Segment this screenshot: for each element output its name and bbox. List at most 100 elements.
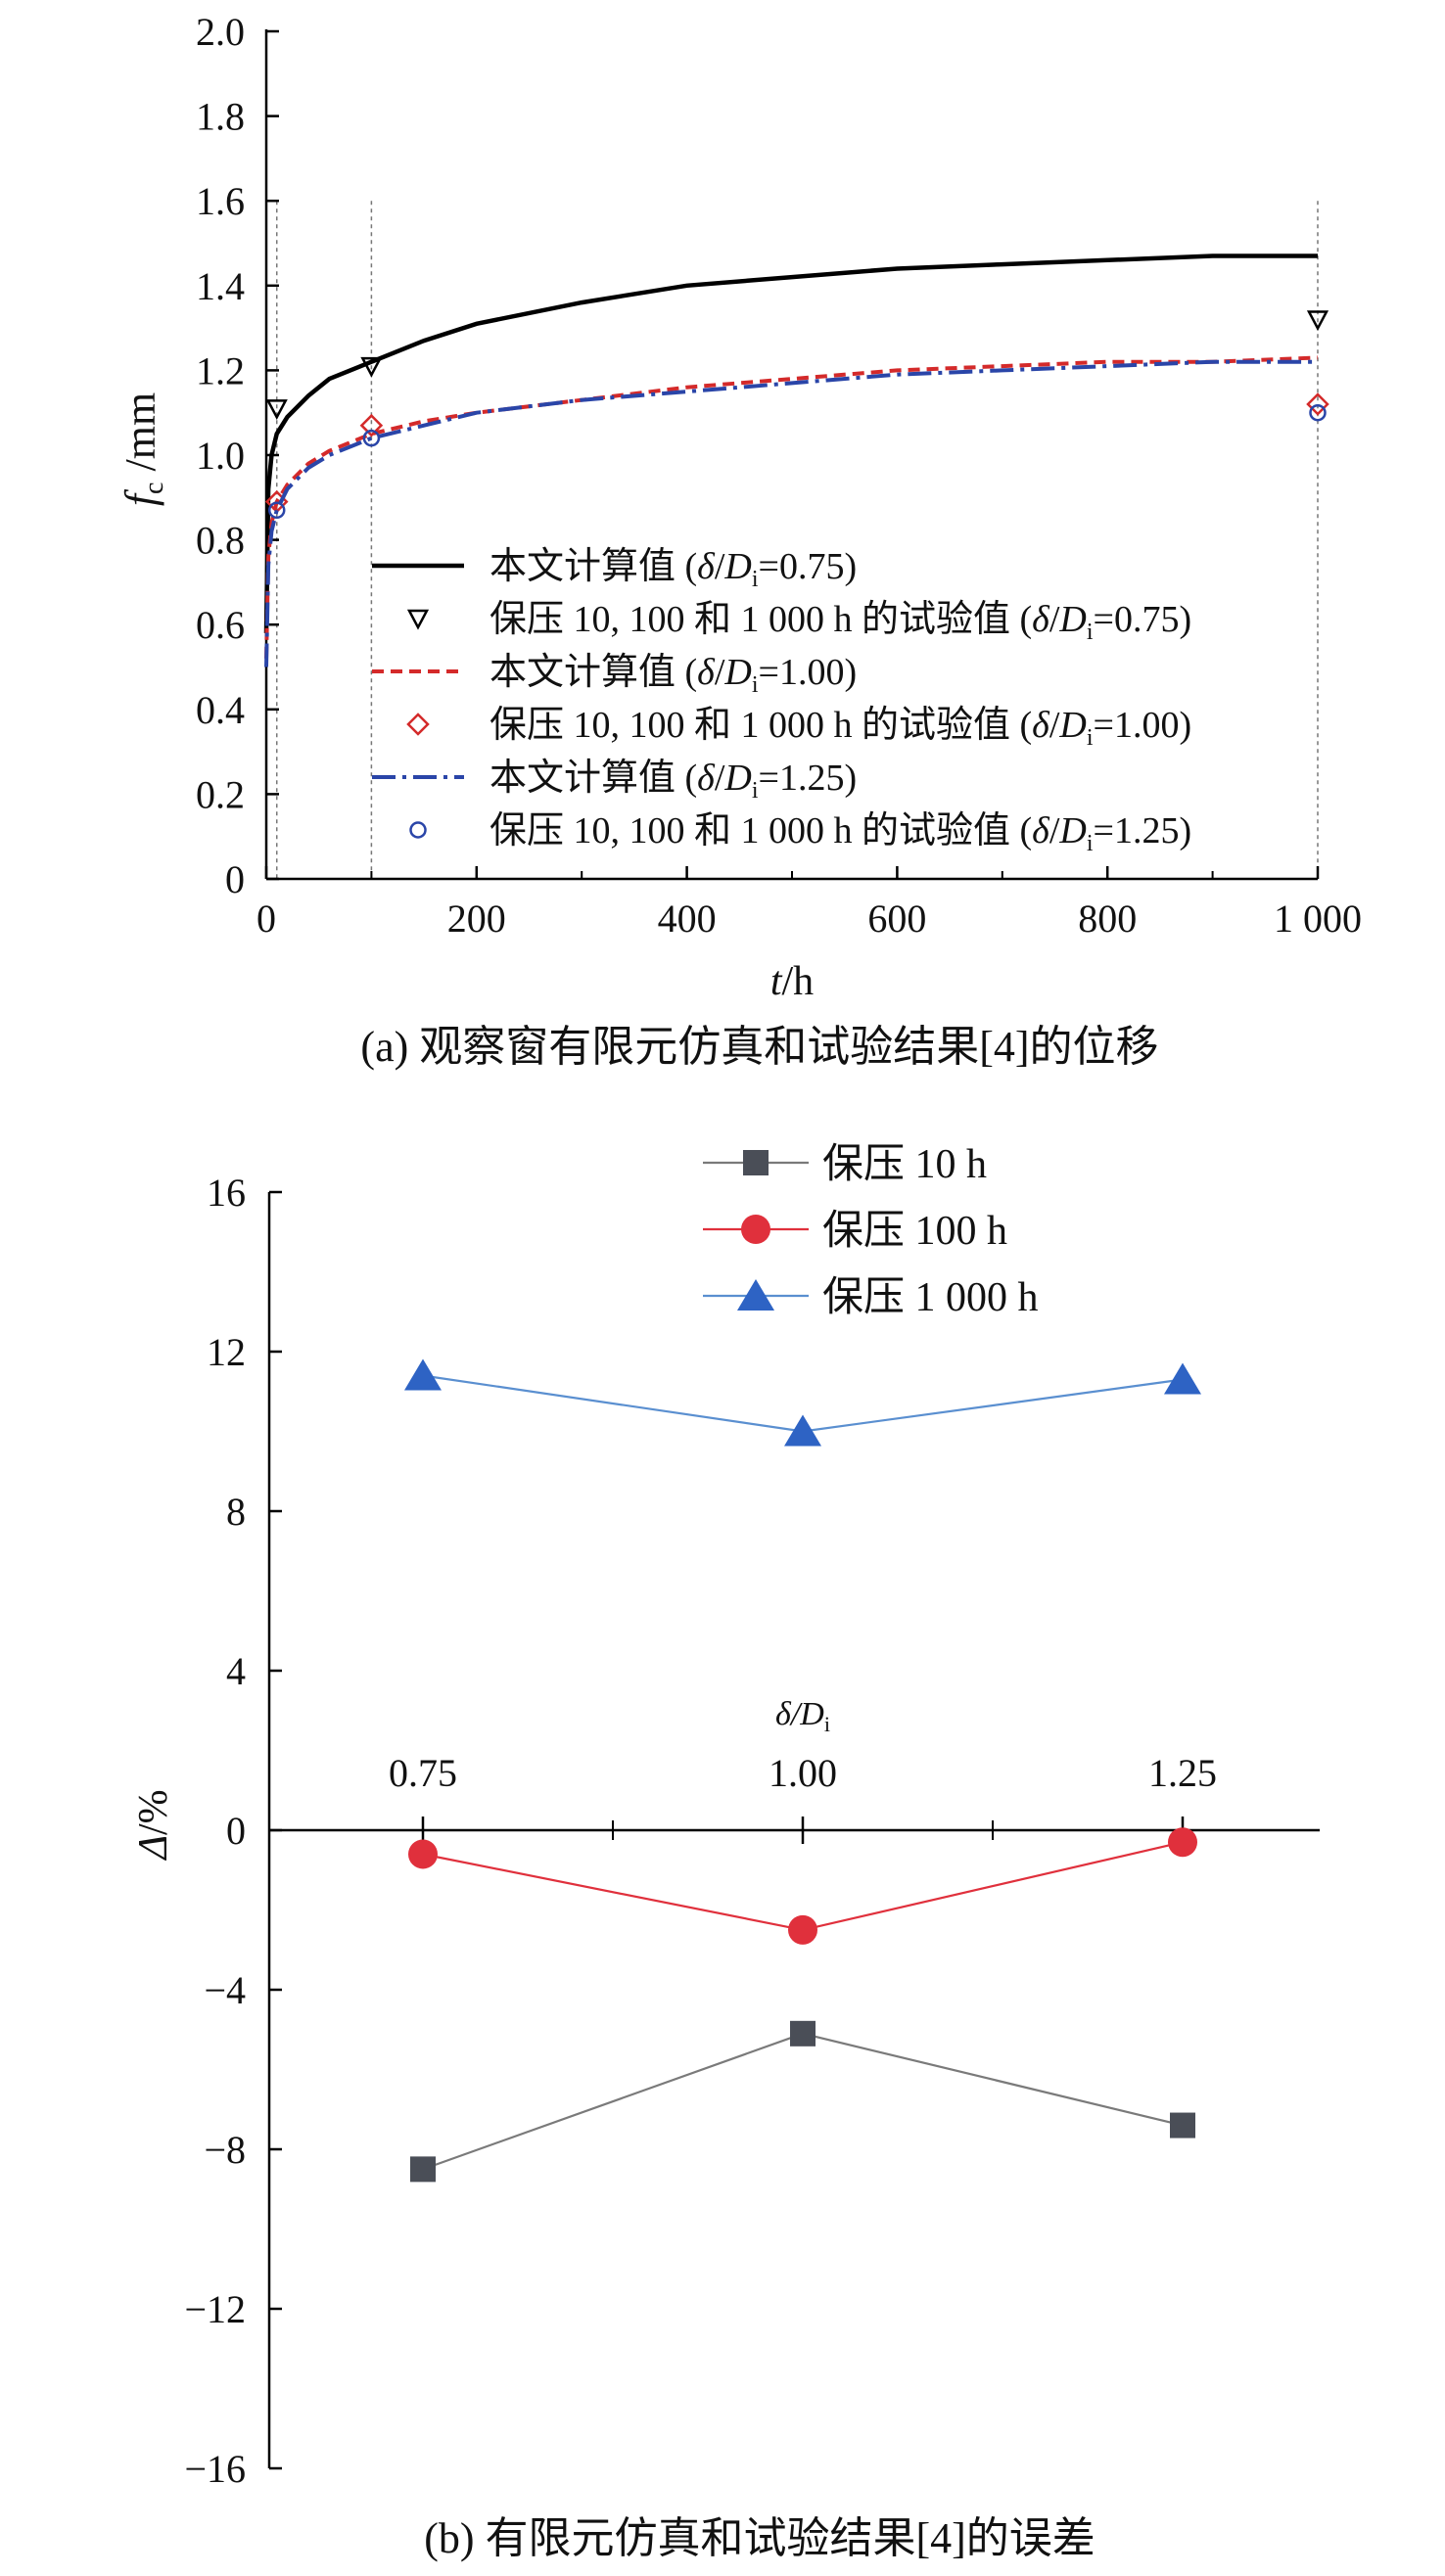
data-marker — [1306, 392, 1329, 416]
series-line — [264, 355, 1319, 659]
x-axis-label-symbol: t — [770, 959, 783, 1004]
data-marker — [408, 1839, 438, 1869]
y-tick-label: 0 — [225, 857, 245, 901]
data-marker — [404, 1358, 442, 1391]
y-tick-label: 1.4 — [196, 264, 245, 308]
y-tick-label: 1.8 — [196, 95, 245, 139]
legend-label-text: 保压 10, 100 和 1 000 h 的试验值 ( — [489, 705, 1032, 746]
legend-marker — [737, 1279, 774, 1311]
x-axis-label-unit: /h — [782, 959, 815, 1004]
legend-label-subscript: i — [752, 778, 759, 804]
data-marker — [1309, 403, 1327, 422]
y-tick-label: 0.6 — [196, 603, 245, 647]
x-axis-label-d: D — [799, 1696, 824, 1732]
data-marker — [784, 1414, 821, 1447]
x-axis-label-subscript: i — [824, 1712, 830, 1736]
y-tick-label: 0 — [226, 1809, 246, 1853]
legend-label: 保压 1 000 h — [822, 1275, 1039, 1320]
legend-label: 保压 10, 100 和 1 000 h 的试验值 (δ/Di=1.00) — [489, 705, 1191, 751]
legend-label-text: 本文计算值 ( — [489, 546, 697, 587]
legend-label-subscript: i — [752, 672, 759, 698]
legend-label-delta: δ — [697, 652, 716, 693]
y-axis-label-unit: /% — [131, 1789, 176, 1835]
x-tick-label: 1 000 — [1274, 897, 1362, 941]
y-tick-label: 1.0 — [196, 434, 245, 478]
legend-label: 保压 10 h — [822, 1142, 987, 1187]
legend-label-subscript: i — [1087, 725, 1094, 751]
legend-label-d: D — [723, 758, 751, 799]
legend-marker — [743, 1150, 769, 1175]
legend-label-slash: / — [715, 652, 725, 693]
legend-label-value: =0.75) — [1094, 599, 1192, 640]
legend-label-d: D — [1058, 599, 1086, 640]
y-tick-label: 0.8 — [196, 519, 245, 563]
y-tick-label: 16 — [207, 1171, 246, 1215]
legend-label-text: 本文计算值 ( — [489, 652, 697, 693]
legend-label-delta: δ — [1032, 705, 1050, 746]
data-marker — [360, 356, 383, 378]
x-tick-label: 400 — [658, 897, 717, 941]
series-line — [264, 359, 1318, 667]
y-tick-label: 0.4 — [196, 688, 245, 732]
y-tick-label: 4 — [226, 1649, 246, 1693]
legend-label: 本文计算值 (δ/Di=0.75) — [489, 546, 857, 592]
caption-b: (b) 有限元仿真和试验结果[4]的误差 — [424, 2514, 1095, 2562]
legend-label-text: 本文计算值 ( — [489, 758, 697, 799]
x-tick-label: 800 — [1078, 897, 1137, 941]
y-tick-label: −16 — [184, 2447, 246, 2491]
legend-label-slash: / — [1049, 810, 1060, 851]
data-marker — [359, 413, 384, 437]
y-tick-label: 0.2 — [196, 772, 245, 816]
legend-label-value: =0.75) — [759, 546, 858, 587]
y-tick-label: −4 — [204, 1968, 246, 2012]
legend-marker — [406, 713, 430, 736]
y-axis-label: fc /mm — [117, 392, 169, 506]
legend-label-slash: / — [1049, 705, 1060, 746]
y-axis-label-subscript: c — [139, 483, 169, 494]
y-tick-label: 1.6 — [196, 179, 245, 223]
y-tick-label: 8 — [226, 1490, 246, 1534]
legend-label-value: =1.25) — [1094, 810, 1192, 851]
data-marker — [267, 501, 286, 520]
x-tick-label: 1.25 — [1148, 1751, 1217, 1795]
series-line — [422, 2032, 1184, 2171]
y-tick-label: −8 — [204, 2128, 246, 2172]
legend-label-delta: δ — [697, 546, 716, 587]
legend-label-value: =1.00) — [759, 652, 858, 693]
series-line — [263, 253, 1318, 633]
legend-label-value: =1.25) — [759, 758, 858, 799]
legend-label-d: D — [723, 652, 751, 693]
legend-label-subscript: i — [1087, 620, 1094, 645]
data-marker — [410, 2156, 436, 2183]
legend-label-slash: / — [715, 758, 725, 799]
data-marker — [1170, 2112, 1195, 2139]
x-axis-label: t/h — [770, 959, 814, 1004]
legend-label: 本文计算值 (δ/Di=1.00) — [489, 652, 857, 698]
legend-label-delta: δ — [1032, 599, 1050, 640]
legend-label-delta: δ — [697, 758, 716, 799]
legend-label-delta: δ — [1032, 810, 1050, 851]
x-tick-label: 200 — [447, 897, 506, 941]
x-tick-label: 0.75 — [389, 1751, 457, 1795]
legend-label-slash: / — [1049, 599, 1060, 640]
y-tick-label: −12 — [184, 2287, 246, 2331]
legend-label-text: 保压 10, 100 和 1 000 h 的试验值 ( — [489, 810, 1032, 851]
data-marker — [1168, 1827, 1197, 1858]
legend-label-d: D — [723, 546, 751, 587]
legend-label: 保压 10, 100 和 1 000 h 的试验值 (δ/Di=0.75) — [489, 599, 1191, 645]
x-tick-label: 600 — [867, 897, 926, 941]
x-axis-label-delta: δ/ — [775, 1696, 804, 1732]
caption-a: (a) 观察窗有限元仿真和试验结果[4]的位移 — [360, 1023, 1158, 1071]
data-marker — [1306, 310, 1329, 332]
y-axis-label: Δ/% — [131, 1789, 176, 1861]
y-axis-label-symbol: Δ — [131, 1835, 176, 1862]
data-marker — [790, 2020, 816, 2047]
legend-label-subscript: i — [752, 567, 759, 592]
legend-label: 本文计算值 (δ/Di=1.25) — [489, 758, 857, 804]
legend-label-value: =1.00) — [1094, 705, 1192, 746]
data-marker — [265, 399, 288, 421]
y-tick-label: 2.0 — [196, 10, 245, 54]
legend-marker — [409, 821, 427, 839]
legend-label-text: 保压 10, 100 和 1 000 h 的试验值 ( — [489, 599, 1032, 640]
